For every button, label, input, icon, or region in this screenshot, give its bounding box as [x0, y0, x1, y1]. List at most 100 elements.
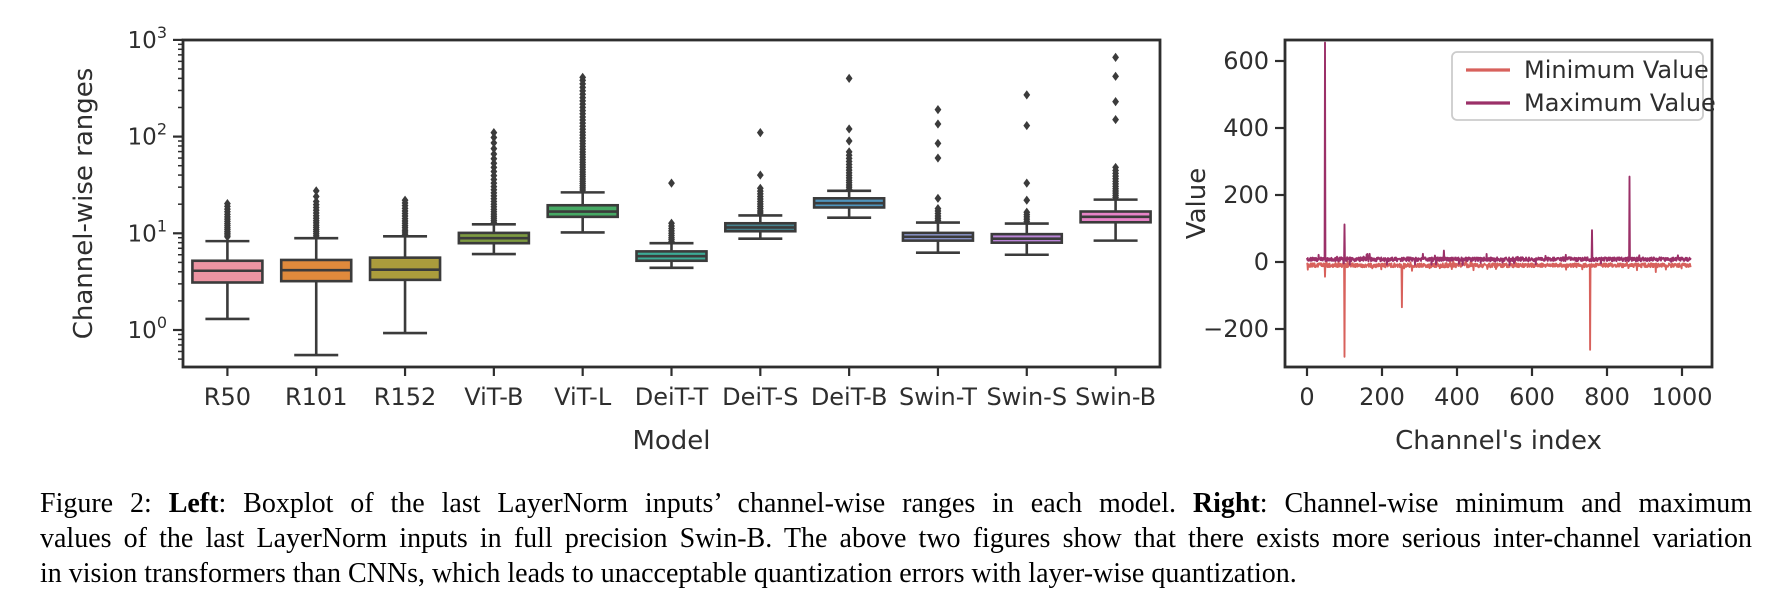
outlier-marker: [312, 191, 320, 202]
outlier-marker: [579, 72, 587, 82]
y-tick-label: 101: [128, 216, 167, 247]
figure-2: 103 102 101 100 Channel-wise ranges R50 R101 R1…: [69, 23, 1716, 456]
y-tick-label: 0: [1254, 248, 1269, 276]
y-tick-label: −200: [1203, 315, 1269, 343]
outlier-marker: [934, 193, 942, 203]
left-xlabel: Model: [632, 426, 710, 456]
outlier-marker: [934, 204, 942, 214]
box-DeiT-S: [724, 127, 797, 240]
caption-line: values of the last LayerNorm inputs in f…: [40, 521, 1752, 556]
x-tick-label: R50: [204, 383, 251, 411]
caption-text: Figure 2:: [40, 488, 169, 519]
box-Swin-B: [1079, 52, 1152, 242]
figure-caption: Figure 2: Left: Boxplot of the last Laye…: [40, 486, 1752, 591]
outlier-marker: [1112, 52, 1119, 62]
caption-line: in vision transformers than CNNs, which …: [40, 556, 1752, 591]
outlier-marker: [756, 183, 764, 193]
x-tick-label: 1000: [1651, 383, 1712, 411]
x-tick-label: DeiT-S: [722, 383, 798, 411]
x-tick-label: DeiT-T: [635, 383, 709, 411]
y-tick-label: 400: [1223, 114, 1269, 142]
right-spines: [1283, 38, 1714, 369]
right-axes: 600 400 200 0 −200 0 200 400 600 800 1000 Value Chan…: [1182, 47, 1713, 456]
outlier-marker: [1023, 195, 1031, 205]
x-tick-label: 400: [1434, 383, 1480, 411]
outlier-marker: [490, 144, 498, 154]
y-tick-label: 600: [1223, 47, 1269, 75]
left-spines: [181, 38, 1162, 369]
outlier-marker: [1023, 120, 1031, 131]
caption-bold-text: Left: [168, 488, 219, 519]
legend-label: Maximum Value: [1524, 89, 1716, 117]
outlier-marker: [845, 147, 853, 157]
box-DeiT-T: [635, 178, 708, 270]
caption-text: in vision transformers than CNNs, which …: [40, 558, 1297, 589]
outlier-marker: [490, 138, 498, 148]
box-DeiT-B: [812, 73, 886, 219]
outlier-marker: [401, 195, 409, 205]
outlier-marker: [312, 186, 320, 196]
box-Swin-S: [990, 90, 1064, 257]
x-tick-label: 800: [1584, 383, 1630, 411]
caption-line: Figure 2: Left: Boxplot of the last Laye…: [40, 486, 1752, 521]
x-tick-label: 0: [1299, 383, 1314, 411]
x-tick-label: 600: [1509, 383, 1555, 411]
right-xlabel: Channel's index: [1395, 426, 1602, 456]
outlier-marker: [490, 154, 498, 164]
caption-text: : Channel-wise minimum and maximum: [1259, 488, 1752, 519]
x-tick-label: Swin-T: [899, 383, 977, 411]
right-ylabel: Value: [1182, 168, 1212, 239]
outlier-marker: [1112, 114, 1119, 125]
legend: Minimum Value Maximum Value: [1451, 51, 1716, 121]
outlier-marker: [934, 153, 942, 163]
y-tick-label: 102: [128, 120, 167, 151]
outlier-marker: [845, 73, 853, 83]
outlier-marker: [756, 127, 764, 138]
outlier-marker: [1023, 90, 1031, 100]
outlier-marker: [756, 170, 764, 180]
outlier-marker: [934, 105, 942, 115]
x-tick-label: Swin-S: [986, 383, 1067, 411]
y-tick-label: 103: [128, 23, 167, 54]
y-tick-label: 200: [1223, 181, 1269, 209]
y-tick-label: 100: [128, 313, 167, 344]
outlier-marker: [1023, 207, 1031, 217]
left-ylabel: Channel-wise ranges: [69, 68, 99, 340]
minimum-value-line: [1306, 259, 1692, 358]
left-boxplot-figure: 103 102 101 100 Channel-wise ranges R50 R101 R1…: [69, 23, 1162, 456]
outlier-marker: [312, 196, 320, 207]
outlier-marker: [1023, 178, 1031, 188]
x-tick-label: ViT-B: [464, 383, 523, 411]
x-tick-label: R101: [285, 383, 347, 411]
outlier-marker: [490, 127, 498, 138]
outlier-marker: [224, 198, 231, 209]
x-tick-label: Swin-B: [1075, 383, 1156, 411]
outlier-marker: [1112, 162, 1119, 173]
outlier-marker: [490, 149, 498, 159]
x-tick-label: 200: [1359, 383, 1405, 411]
outlier-marker: [490, 132, 498, 143]
left-axes: 103 102 101 100 Channel-wise ranges R50 R101 R1…: [69, 23, 1156, 456]
right-lineplot-figure: 600 400 200 0 −200 0 200 400 600 800 1000 Value Chan…: [1182, 38, 1716, 456]
outlier-marker: [1112, 71, 1119, 81]
outlier-marker: [934, 119, 942, 129]
caption-text: values of the last LayerNorm inputs in f…: [40, 523, 1752, 554]
outlier-marker: [845, 124, 853, 134]
x-tick-label: DeiT-B: [811, 383, 888, 411]
box-R152: [368, 195, 442, 335]
x-tick-label: ViT-L: [554, 383, 612, 411]
box-ViT-L: [546, 72, 619, 234]
box-R50: [191, 198, 264, 321]
caption-bold-text: Right: [1192, 488, 1260, 519]
legend-label: Minimum Value: [1524, 56, 1709, 84]
x-tick-label: R152: [374, 383, 436, 411]
box-R101: [279, 186, 353, 357]
outlier-marker: [668, 178, 675, 188]
maximum-value-line: [1306, 41, 1692, 266]
outlier-marker: [845, 136, 853, 146]
box-Swin-T: [901, 105, 975, 255]
outlier-marker: [934, 138, 942, 149]
caption-text: : Boxplot of the last LayerNorm inputs’ …: [218, 488, 1193, 519]
outlier-marker: [668, 218, 675, 228]
box-ViT-B: [457, 127, 531, 256]
